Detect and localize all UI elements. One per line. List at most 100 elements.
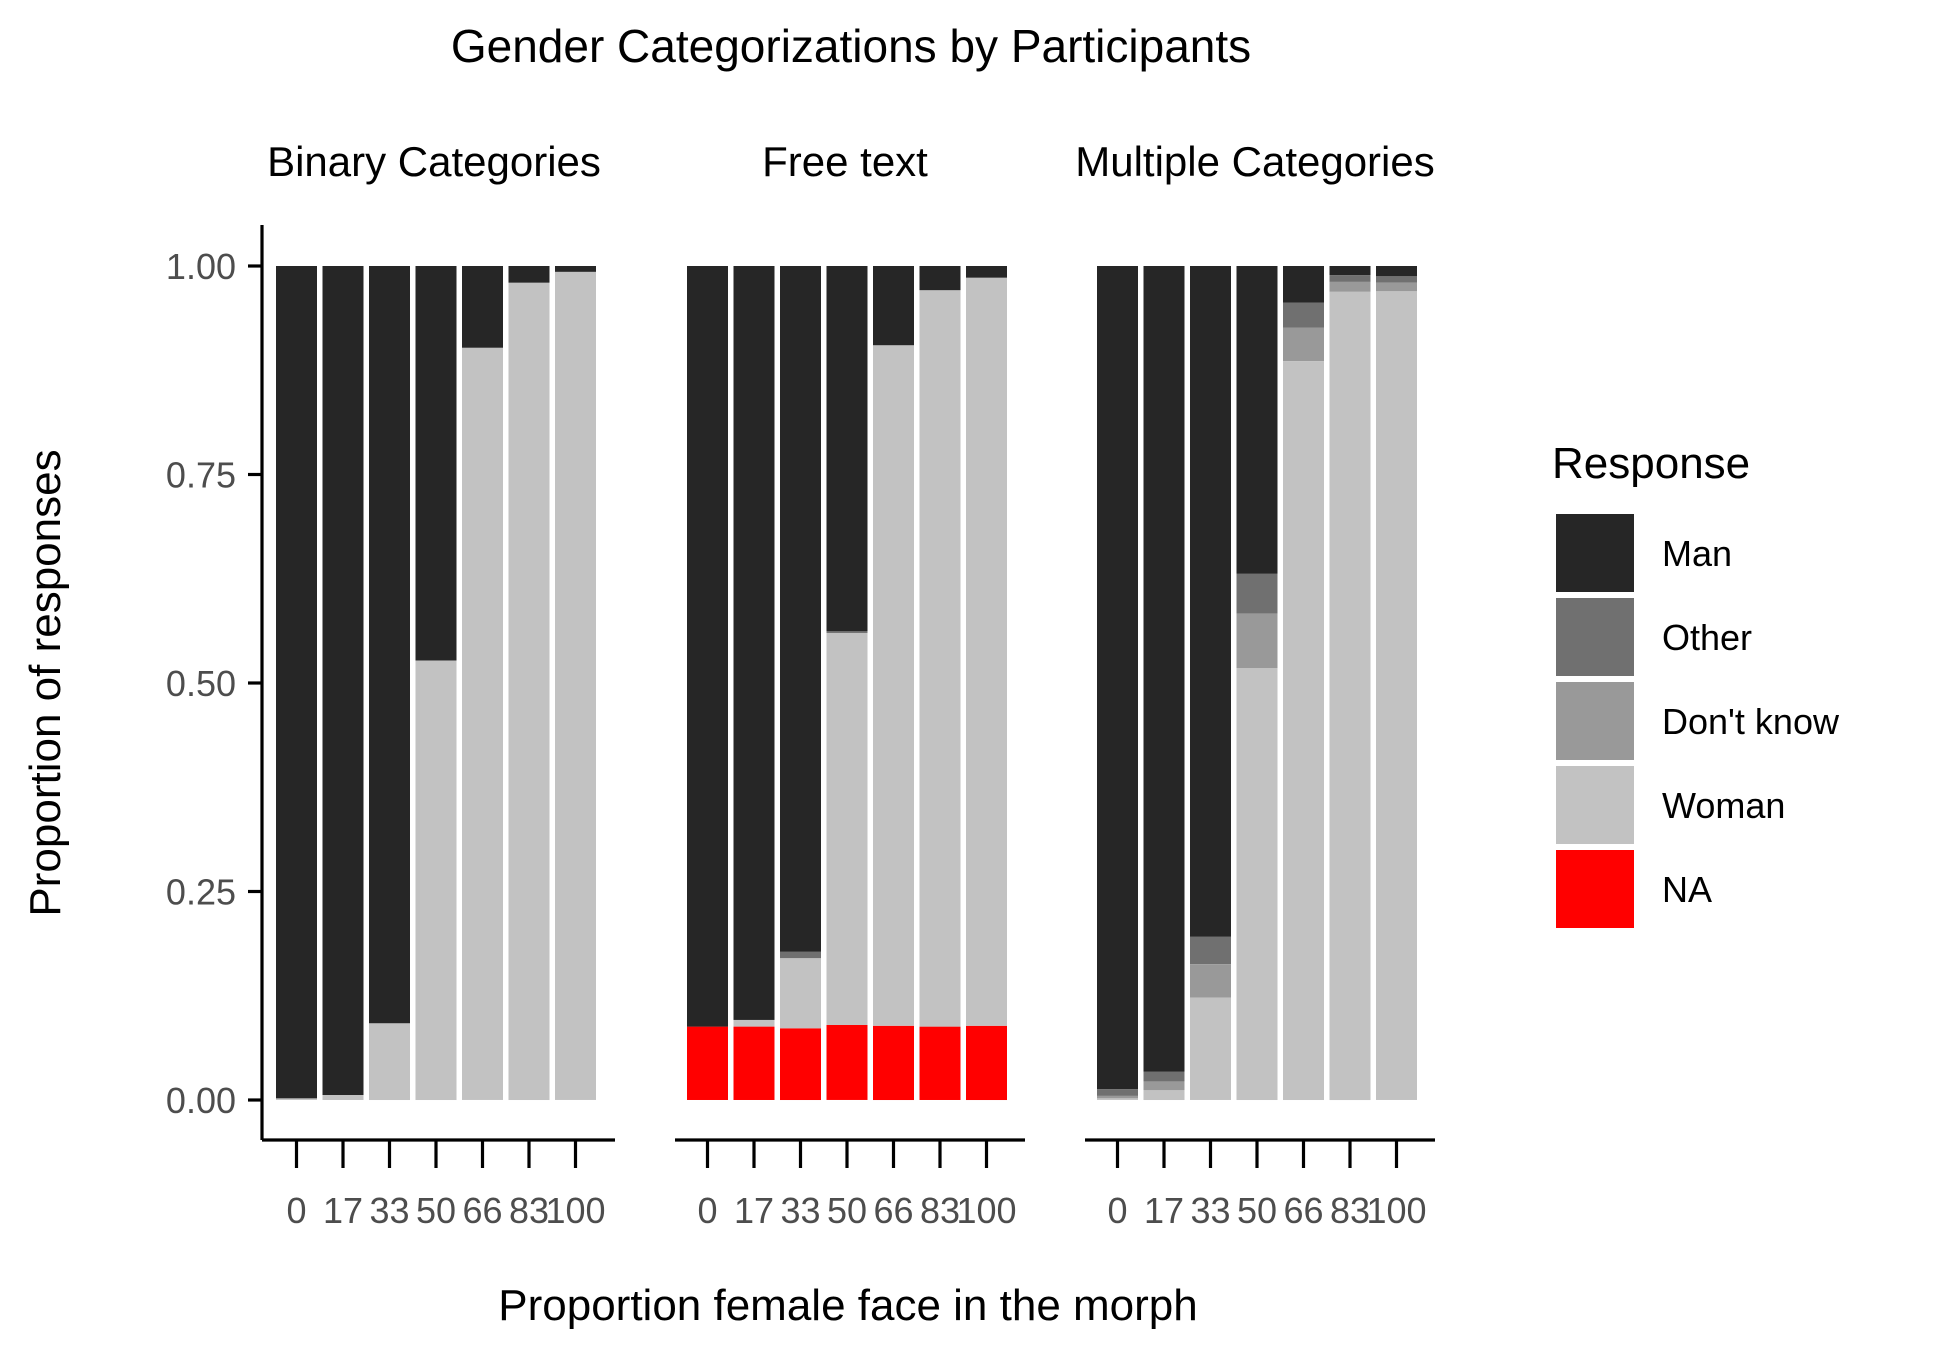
bar-segment-man-33 [1190, 266, 1231, 937]
bar-segment-man-33 [780, 266, 821, 952]
x-tick-label: 0 [1107, 1190, 1127, 1231]
bar-segment-other-50 [826, 631, 868, 633]
legend-key-woman [1556, 766, 1634, 844]
bar-segment-na-83 [919, 1026, 961, 1100]
x-tick-label: 0 [286, 1190, 306, 1231]
y-tick-label: 0.50 [166, 663, 236, 704]
bar-segment-don-t-know-83 [1329, 281, 1371, 292]
chart-title: Gender Categorizations by Participants [451, 20, 1251, 72]
x-axis-title: Proportion female face in the morph [498, 1281, 1198, 1330]
legend-label-other: Other [1662, 617, 1752, 658]
legend-key-man [1556, 514, 1634, 592]
bar-segment-don-t-know-50 [1236, 613, 1278, 669]
legend-label-don-t-know: Don't know [1662, 701, 1840, 742]
bar-segment-woman-0 [276, 1098, 317, 1100]
x-tick-label: 50 [416, 1190, 456, 1231]
x-tick-label: 66 [1283, 1190, 1323, 1231]
y-axis-title: Proportion of responses [21, 449, 70, 916]
x-tick-label: 83 [920, 1190, 960, 1231]
bar-segment-woman-0 [1097, 1098, 1138, 1100]
legend-label-na: NA [1662, 869, 1712, 910]
bar-segment-woman-66 [1283, 361, 1324, 1101]
x-tick-label: 66 [873, 1190, 913, 1231]
bar-segment-man-66 [1283, 266, 1324, 303]
bar-segment-woman-66 [873, 345, 914, 1026]
bar-segment-other-66 [1283, 302, 1324, 328]
bar-segment-woman-83 [1329, 291, 1371, 1101]
x-tick-label: 33 [780, 1190, 820, 1231]
bar-segment-woman-100 [555, 271, 596, 1100]
y-tick-label: 0.75 [166, 455, 236, 496]
plot-area [276, 266, 1417, 1101]
bar-segment-other-83 [1329, 275, 1371, 282]
bar-segment-na-50 [826, 1024, 868, 1100]
bar-segment-man-66 [462, 266, 503, 348]
bar-segment-woman-17 [733, 1019, 775, 1027]
legend-label-man: Man [1662, 533, 1732, 574]
x-tick-label: 50 [827, 1190, 867, 1231]
x-tick-label: 33 [1190, 1190, 1230, 1231]
bar-segment-man-50 [826, 266, 868, 632]
bar-segment-other-17 [1143, 1071, 1185, 1082]
bar-segment-woman-50 [1236, 668, 1278, 1101]
y-tick-label: 0.00 [166, 1080, 236, 1121]
bar-segment-na-66 [873, 1025, 914, 1101]
bar-segment-don-t-know-66 [1283, 327, 1324, 362]
bar-segment-man-100 [555, 266, 596, 272]
bar-segment-woman-66 [462, 347, 503, 1100]
x-tick-label: 100 [1366, 1190, 1426, 1231]
x-tick-label: 50 [1237, 1190, 1277, 1231]
panel-label-free-text: Free text [762, 138, 928, 185]
legend-key-don-t-know [1556, 682, 1634, 760]
y-tick-label: 0.25 [166, 872, 236, 913]
bar-segment-man-17 [733, 266, 775, 1020]
bar-segment-woman-50 [826, 633, 868, 1025]
bar-segment-other-33 [780, 951, 821, 959]
bar-segment-other-33 [1190, 936, 1231, 965]
bar-segment-man-66 [873, 266, 914, 346]
bar-segment-man-83 [919, 266, 961, 291]
bar-segment-woman-50 [415, 660, 457, 1101]
bar-segment-man-83 [508, 266, 550, 283]
x-tick-label: 17 [734, 1190, 774, 1231]
x-tick-label: 17 [323, 1190, 363, 1231]
bar-segment-woman-33 [369, 1023, 410, 1101]
x-tick-label: 0 [697, 1190, 717, 1231]
bar-segment-man-17 [322, 266, 364, 1095]
bar-segment-man-50 [415, 266, 457, 661]
bar-segment-woman-83 [919, 290, 961, 1027]
y-axis: 0.00 0.25 0.50 0.75 1.00 [166, 246, 262, 1121]
x-tick-label: 100 [956, 1190, 1016, 1231]
bar-segment-man-17 [1143, 266, 1185, 1072]
x-tick-label: 100 [545, 1190, 605, 1231]
bar-segment-woman-100 [1376, 291, 1417, 1100]
bar-segment-man-100 [1376, 266, 1417, 277]
panel-multiple-categories [1097, 266, 1417, 1101]
legend-key-other [1556, 598, 1634, 676]
panel-label-binary-categories: Binary Categories [267, 138, 601, 185]
bar-segment-woman-33 [780, 958, 821, 1029]
bar-segment-man-100 [966, 266, 1007, 278]
bar-segment-other-50 [1236, 573, 1278, 614]
x-tick-label: 83 [509, 1190, 549, 1231]
panel-label-multiple-categories: Multiple Categories [1075, 138, 1435, 185]
panel-free-text [687, 266, 1007, 1101]
x-tick-label: 17 [1144, 1190, 1184, 1231]
bar-segment-don-t-know-33 [1190, 964, 1231, 998]
panel-binary-categories [276, 266, 596, 1101]
legend-label-woman: Woman [1662, 785, 1785, 826]
y-tick-label: 1.00 [166, 246, 236, 287]
bar-segment-na-0 [687, 1026, 728, 1100]
bar-segment-other-100 [1376, 276, 1417, 283]
legend-title: Response [1552, 439, 1750, 488]
bar-segment-man-0 [687, 266, 728, 1027]
bar-segment-other-0 [1097, 1089, 1138, 1096]
bar-segment-woman-100 [966, 277, 1007, 1026]
bar-segment-man-0 [1097, 266, 1138, 1090]
bar-segment-man-83 [1329, 266, 1371, 276]
bar-segment-na-17 [733, 1026, 775, 1100]
bar-segment-woman-17 [1143, 1090, 1185, 1101]
legend-key-na [1556, 850, 1634, 928]
